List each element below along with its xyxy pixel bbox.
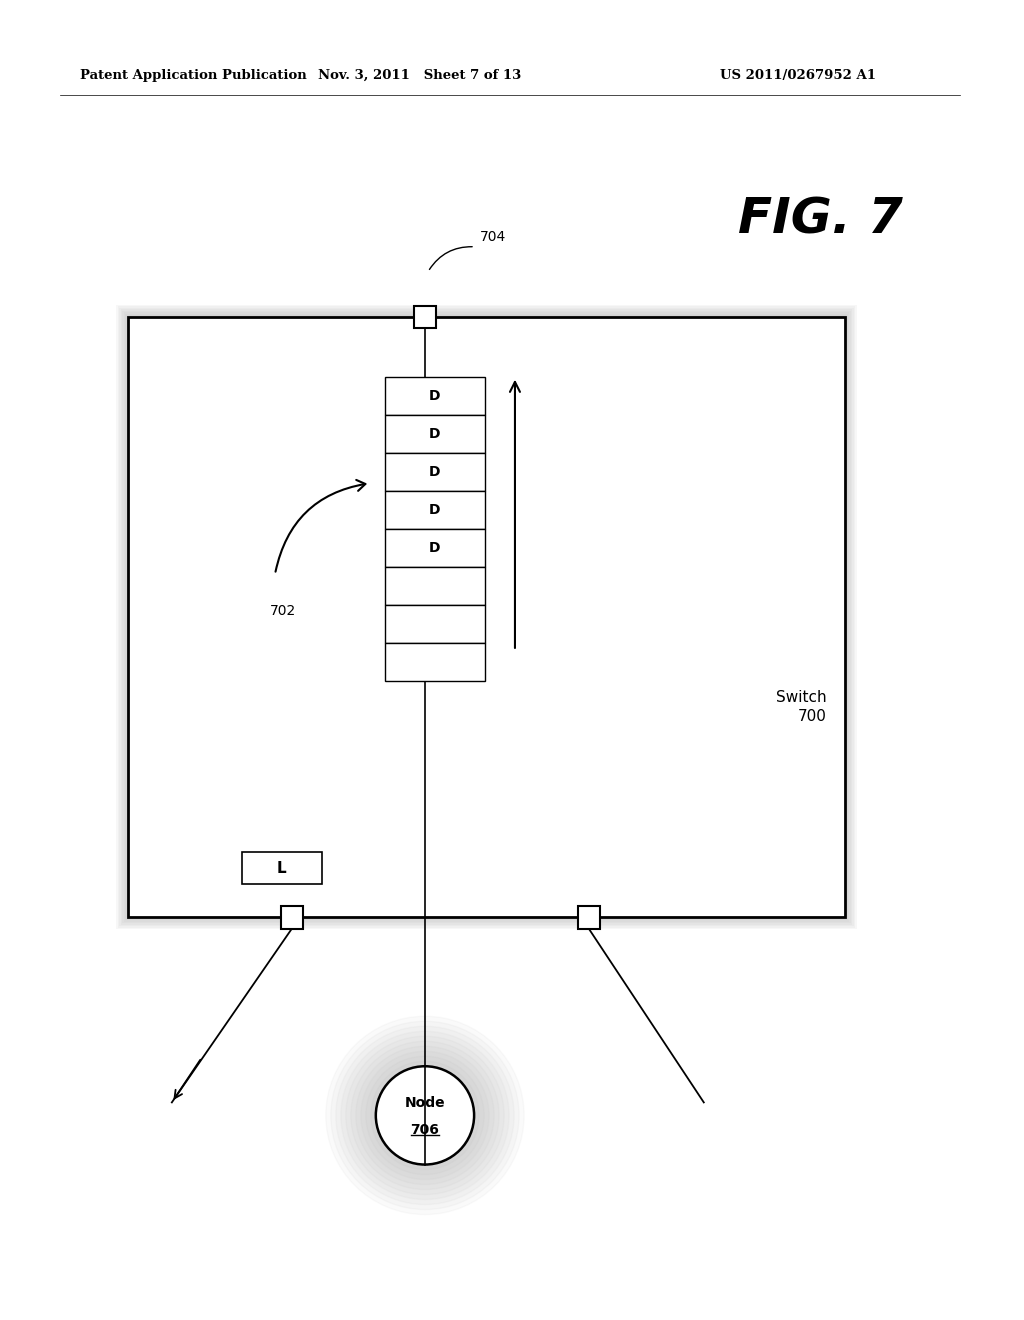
Text: Node: Node [404, 1097, 445, 1110]
Text: 702: 702 [270, 605, 296, 618]
Text: Nov. 3, 2011   Sheet 7 of 13: Nov. 3, 2011 Sheet 7 of 13 [318, 69, 521, 82]
FancyArrowPatch shape [275, 480, 366, 572]
Bar [121, 309, 852, 925]
Circle shape [331, 1022, 519, 1209]
Text: L: L [278, 861, 287, 876]
Circle shape [341, 1031, 509, 1200]
Bar [122, 310, 851, 924]
Circle shape [355, 1047, 495, 1184]
Bar [385, 453, 485, 491]
Bar [281, 906, 303, 929]
Text: FIG. 7: FIG. 7 [737, 195, 902, 244]
Circle shape [366, 1056, 484, 1175]
Bar [125, 314, 848, 920]
Circle shape [371, 1061, 479, 1170]
Text: D: D [429, 465, 440, 479]
Text: 706: 706 [411, 1123, 439, 1138]
Bar [119, 308, 854, 927]
FancyArrowPatch shape [429, 247, 472, 269]
Text: Patent Application Publication: Patent Application Publication [80, 69, 307, 82]
Bar [128, 317, 845, 917]
Bar [124, 313, 849, 921]
Text: Switch
700: Switch 700 [776, 690, 826, 723]
Bar [385, 376, 485, 414]
Bar [118, 306, 855, 928]
Text: D: D [429, 426, 440, 441]
Circle shape [360, 1051, 489, 1180]
Circle shape [326, 1016, 524, 1214]
Bar [127, 315, 846, 919]
Bar [385, 643, 485, 681]
Bar [116, 305, 857, 929]
Circle shape [376, 1067, 474, 1164]
Text: US 2011/0267952 A1: US 2011/0267952 A1 [720, 69, 876, 82]
Bar [242, 853, 322, 884]
Text: D: D [429, 389, 440, 403]
Text: D: D [429, 503, 440, 517]
Bar [385, 414, 485, 453]
Bar [385, 529, 485, 566]
Text: 704: 704 [480, 230, 506, 244]
Bar [385, 605, 485, 643]
Circle shape [336, 1026, 514, 1205]
Circle shape [346, 1036, 504, 1195]
Bar [414, 305, 436, 329]
Bar [385, 566, 485, 605]
Circle shape [351, 1041, 499, 1189]
Bar [578, 906, 600, 929]
Text: D: D [429, 541, 440, 554]
Bar [385, 491, 485, 529]
